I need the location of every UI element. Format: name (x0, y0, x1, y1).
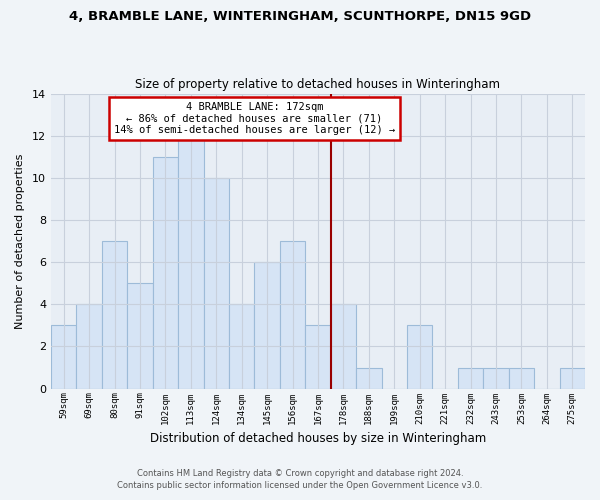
Bar (331, 304, 356, 388)
Bar (356, 368, 382, 388)
Y-axis label: Number of detached properties: Number of detached properties (15, 154, 25, 329)
X-axis label: Distribution of detached houses by size in Winteringham: Distribution of detached houses by size … (150, 432, 486, 445)
Bar (152, 157, 178, 388)
Bar (203, 178, 229, 388)
Bar (509, 368, 534, 388)
Bar (76, 304, 102, 388)
Text: Contains HM Land Registry data © Crown copyright and database right 2024.
Contai: Contains HM Land Registry data © Crown c… (118, 468, 482, 490)
Bar (127, 284, 152, 389)
Bar (178, 136, 203, 388)
Bar (102, 241, 127, 388)
Text: 4 BRAMBLE LANE: 172sqm
← 86% of detached houses are smaller (71)
14% of semi-det: 4 BRAMBLE LANE: 172sqm ← 86% of detached… (114, 102, 395, 135)
Bar (458, 368, 483, 388)
Bar (305, 326, 331, 388)
Bar (229, 304, 254, 388)
Bar (51, 326, 76, 388)
Bar (560, 368, 585, 388)
Text: 4, BRAMBLE LANE, WINTERINGHAM, SCUNTHORPE, DN15 9GD: 4, BRAMBLE LANE, WINTERINGHAM, SCUNTHORP… (69, 10, 531, 23)
Bar (254, 262, 280, 388)
Title: Size of property relative to detached houses in Winteringham: Size of property relative to detached ho… (136, 78, 500, 91)
Bar (407, 326, 433, 388)
Bar (280, 241, 305, 388)
Bar (483, 368, 509, 388)
